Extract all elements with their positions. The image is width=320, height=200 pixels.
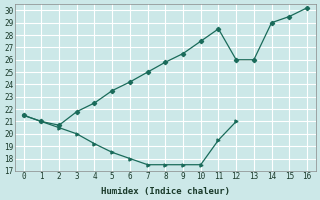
X-axis label: Humidex (Indice chaleur): Humidex (Indice chaleur) [101,187,230,196]
